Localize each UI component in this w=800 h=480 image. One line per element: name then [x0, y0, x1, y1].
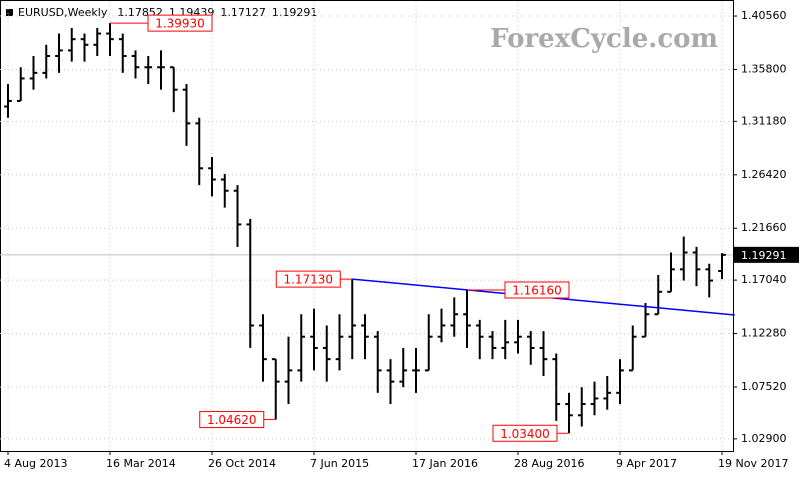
- y-tick-label: 1.40560: [741, 9, 787, 22]
- ohlc-bar: [590, 381, 599, 416]
- ohlc-bar: [718, 253, 726, 280]
- ohlc-bar: [297, 314, 306, 382]
- ohlc-bar: [271, 358, 280, 420]
- ohlc-bar: [348, 279, 357, 360]
- ohlc-bar: [616, 359, 624, 405]
- ohlc-bar: [67, 27, 76, 62]
- ohlc-bar: [437, 308, 446, 343]
- header-low: 1.17127: [220, 6, 266, 19]
- x-tick-label: 4 Aug 2013: [4, 457, 67, 470]
- ohlc-bar: [565, 392, 573, 434]
- ohlc-bar: [539, 331, 548, 376]
- ohlc-bar: [80, 33, 89, 62]
- ohlc-bar: [16, 67, 25, 102]
- ohlc-bar: [310, 308, 318, 371]
- ohlc-bar: [641, 303, 650, 338]
- ohlc-bar: [284, 336, 293, 405]
- x-tick-label: 17 Jan 2016: [412, 457, 478, 470]
- current-price-label: 1.19291: [741, 249, 787, 262]
- annotation: 1.03400: [492, 424, 569, 442]
- y-tick-label: 1.02900: [741, 432, 787, 445]
- y-tick-label: 1.26420: [741, 168, 787, 181]
- annotation-label: 1.03400: [500, 427, 550, 441]
- x-tick-label: 7 Jun 2015: [310, 457, 369, 470]
- y-tick-label: 1.21660: [741, 221, 787, 234]
- ohlc-bar: [361, 314, 369, 360]
- watermark: ForexCycle.com: [490, 24, 718, 54]
- ohlc-bar: [552, 353, 561, 421]
- current-price-box: [734, 246, 799, 263]
- ohlc-bar: [220, 173, 229, 208]
- ohlc-bar: [399, 347, 408, 388]
- annotation-label: 1.39930: [155, 17, 205, 31]
- annotation: 1.17130: [275, 270, 353, 288]
- ohlc-bar: [424, 314, 433, 372]
- chart-title: EURUSD,Weekly: [18, 6, 108, 19]
- ohlc-bar: [514, 319, 522, 354]
- y-tick-label: 1.31180: [741, 114, 787, 127]
- ohlc-bar: [628, 325, 637, 372]
- ohlc-bar: [335, 314, 344, 371]
- ohlc-bar: [93, 27, 102, 57]
- annotation-box: [492, 424, 558, 442]
- ohlc-bar: [233, 185, 242, 247]
- annotation: 1.39930: [110, 14, 213, 32]
- ohlc-bar: [182, 84, 191, 146]
- ohlc-bar: [577, 387, 586, 427]
- header-close: 1.19291: [272, 6, 318, 19]
- annotation-box: [504, 281, 570, 299]
- ohlc-bar: [4, 84, 12, 118]
- ohlc-bar: [42, 44, 51, 79]
- ohlc-bar: [157, 50, 165, 90]
- annotation-box: [199, 411, 265, 429]
- x-tick-label: 19 Nov 2017: [718, 457, 788, 470]
- ohlc-bar: [705, 263, 714, 298]
- ohlc-bar: [463, 289, 471, 348]
- y-tick-label: 1.17040: [741, 273, 787, 286]
- annotation-box: [275, 270, 341, 288]
- ohlc-bar: [679, 236, 688, 281]
- ohlc-bar: [475, 319, 484, 360]
- ohlc-bar: [450, 297, 459, 337]
- ohlc-bar: [412, 347, 420, 393]
- ohlc-bar: [501, 319, 510, 360]
- ohlc-bar: [667, 252, 675, 293]
- ohlc-bar: [322, 325, 331, 382]
- ohlc-bar: [131, 50, 140, 79]
- x-tick-label: 28 Aug 2016: [514, 457, 584, 470]
- ohlc-bar: [603, 376, 612, 410]
- annotation-label: 1.17130: [283, 273, 333, 287]
- y-tick-label: 1.12280: [741, 327, 787, 340]
- annotation: 1.04620: [199, 411, 276, 429]
- ohlc-bar: [118, 33, 127, 73]
- annotation-box: [147, 14, 213, 32]
- ohlc-bar: [692, 246, 701, 287]
- y-tick-label: 1.35800: [741, 62, 787, 75]
- ohlc-bar: [373, 331, 382, 393]
- ohlc-bar: [169, 66, 178, 113]
- y-tick-label: 1.07520: [741, 380, 787, 393]
- ohlc-bar: [29, 56, 38, 90]
- header-icon: [6, 9, 13, 16]
- annotation: 1.16160: [467, 281, 570, 299]
- plot-frame: [0, 0, 734, 452]
- ohlc-bar: [488, 331, 497, 360]
- annotation-label: 1.16160: [512, 283, 562, 297]
- ohlc-bar: [526, 331, 535, 365]
- annotation-label: 1.04620: [207, 413, 257, 427]
- current-price: 1.19291: [734, 246, 799, 263]
- ohlc-bar: [208, 157, 216, 197]
- ohlc-bar: [55, 33, 63, 73]
- x-tick-label: 26 Oct 2014: [208, 457, 276, 470]
- ohlc-bar: [144, 56, 153, 85]
- ohlc-bar: [259, 314, 267, 382]
- ohlc-bar: [106, 23, 114, 57]
- ohlc-bar: [195, 117, 204, 186]
- ohlc-bar: [246, 218, 255, 348]
- ohlc-bar: [386, 359, 395, 405]
- x-tick-label: 16 Mar 2014: [106, 457, 176, 470]
- x-tick-label: 9 Apr 2017: [616, 457, 677, 470]
